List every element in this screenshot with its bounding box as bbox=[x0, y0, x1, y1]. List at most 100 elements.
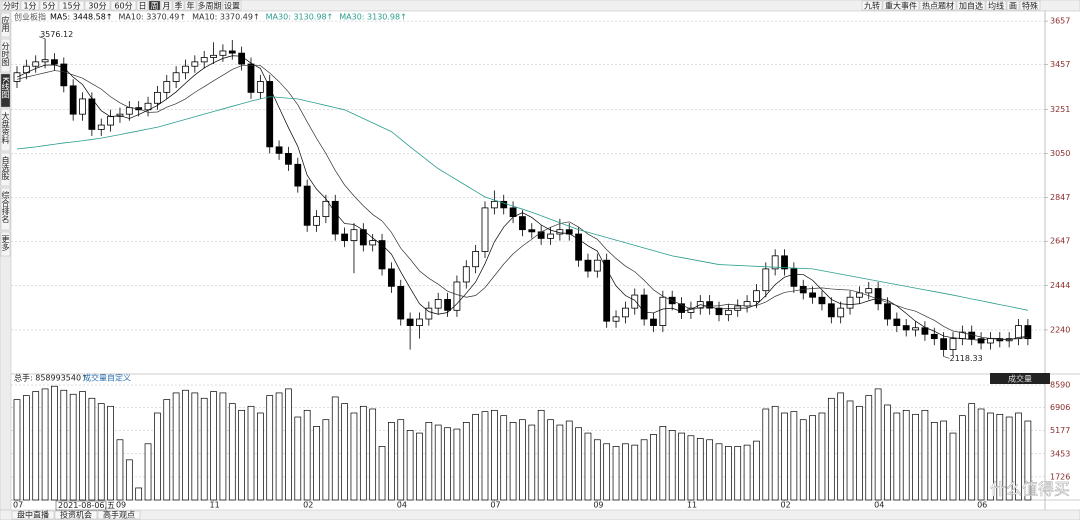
candle-body bbox=[313, 216, 320, 226]
sidebar-tab-bg[interactable] bbox=[0, 73, 11, 108]
sidebar-tab[interactable]: K线图 bbox=[1, 77, 10, 99]
volume-bar bbox=[846, 400, 854, 501]
sidebar-tab[interactable]: 综合排名 bbox=[1, 190, 10, 224]
candle-body bbox=[715, 307, 723, 316]
tool-button-bg[interactable] bbox=[882, 0, 920, 11]
period-tab-bg[interactable] bbox=[184, 0, 197, 11]
period-tab-bg[interactable] bbox=[110, 0, 137, 11]
sidebar-tab-bg[interactable] bbox=[0, 187, 11, 231]
tool-button[interactable]: 画 bbox=[1009, 2, 1017, 11]
sidebar-tab[interactable]: 应用 bbox=[1, 15, 10, 33]
period-tab[interactable]: 5分 bbox=[42, 2, 55, 11]
bottom-tab[interactable]: 高手观点 bbox=[103, 510, 135, 520]
tool-button[interactable]: 加自选 bbox=[959, 1, 983, 11]
bottom-tab[interactable]: 盘中直播 bbox=[17, 510, 49, 520]
period-tab-bg[interactable] bbox=[172, 0, 185, 11]
period-tab[interactable]: 日 bbox=[139, 2, 147, 11]
tool-button-bg[interactable] bbox=[985, 0, 1007, 11]
period-tab-bg[interactable] bbox=[196, 0, 223, 11]
candle-body bbox=[1024, 325, 1032, 340]
candle-body bbox=[153, 91, 161, 104]
period-tab-bg[interactable] bbox=[1, 0, 21, 11]
candle-body bbox=[547, 233, 554, 239]
period-tab-bg[interactable] bbox=[20, 0, 40, 11]
period-tab-bg[interactable] bbox=[39, 0, 59, 11]
period-tab[interactable]: 1分 bbox=[23, 2, 36, 11]
volume-bar bbox=[977, 408, 985, 501]
x-tick-label: 11 bbox=[687, 501, 697, 510]
volume-bar bbox=[565, 420, 573, 501]
annotation-leader bbox=[943, 356, 950, 359]
period-tab[interactable]: 周 bbox=[151, 2, 159, 11]
period-tab-bg[interactable] bbox=[222, 0, 242, 11]
x-tick-label: 06 bbox=[977, 501, 987, 510]
volume-bar bbox=[912, 413, 919, 501]
tool-button[interactable]: 九转 bbox=[864, 1, 880, 11]
x-tick-label: 09 bbox=[116, 501, 126, 510]
candle-body bbox=[247, 63, 255, 93]
period-tab[interactable]: 多周期 bbox=[198, 1, 222, 11]
tool-button-bg[interactable] bbox=[1019, 0, 1041, 11]
volume-bar bbox=[874, 388, 882, 501]
sidebar-tab-bg[interactable] bbox=[0, 108, 11, 152]
volume-bar bbox=[987, 412, 994, 501]
tool-button-bg[interactable] bbox=[861, 0, 883, 11]
tool-button[interactable]: 热点题材 bbox=[922, 1, 954, 11]
candle-body bbox=[612, 316, 620, 322]
tool-button[interactable]: 特殊 bbox=[1022, 1, 1038, 11]
period-tab-bg[interactable] bbox=[84, 0, 111, 11]
candle-body bbox=[191, 61, 199, 67]
volume-tick-label: 8590 bbox=[1050, 381, 1070, 390]
bottom-tab[interactable]: 投资机会 bbox=[60, 510, 92, 520]
volume-bar bbox=[687, 435, 695, 501]
sidebar-tab[interactable]: 大盘资料 bbox=[1, 111, 10, 145]
period-tab[interactable]: 设置 bbox=[224, 1, 240, 11]
period-tab[interactable]: 分时 bbox=[3, 1, 19, 11]
volume-bar bbox=[743, 444, 751, 501]
bottom-tab-bg[interactable] bbox=[54, 510, 98, 520]
ma-indicator: MA10: 3370.49↑ bbox=[119, 13, 187, 22]
period-tab[interactable]: 月 bbox=[163, 2, 171, 11]
period-tab[interactable]: 60分 bbox=[114, 2, 132, 11]
y-tick-label: 2647 bbox=[1050, 237, 1070, 246]
candle-body bbox=[51, 59, 58, 65]
period-tab[interactable]: 30分 bbox=[88, 2, 106, 11]
candle-body bbox=[753, 290, 760, 303]
period-tab[interactable]: 15分 bbox=[62, 2, 80, 11]
period-tab[interactable]: 季 bbox=[175, 1, 183, 11]
sidebar-tab-bg[interactable] bbox=[0, 38, 11, 73]
bottom-bar bbox=[0, 509, 1080, 520]
volume-bar bbox=[341, 403, 348, 501]
tool-button-bg[interactable] bbox=[956, 0, 986, 11]
sidebar-tab-bg[interactable] bbox=[0, 12, 11, 38]
sidebar-tab[interactable]: 分时图 bbox=[1, 42, 10, 67]
period-tab-bg[interactable] bbox=[136, 0, 149, 11]
bottom-tab-bg[interactable] bbox=[11, 510, 55, 520]
volume-bar bbox=[88, 397, 96, 501]
tool-button-bg[interactable] bbox=[919, 0, 957, 11]
period-tab-bg[interactable] bbox=[148, 0, 161, 11]
period-tab[interactable]: 年 bbox=[187, 1, 195, 11]
candle-body bbox=[584, 259, 592, 272]
sidebar-tab[interactable]: 更多 bbox=[1, 235, 10, 252]
tool-button[interactable]: 重大事件 bbox=[885, 1, 917, 11]
candle-body bbox=[809, 292, 816, 298]
volume-bar bbox=[434, 424, 442, 501]
sidebar-tab[interactable]: 自选股 bbox=[1, 155, 10, 181]
volume-dropdown-label[interactable]: 成交量 bbox=[1008, 374, 1032, 384]
volume-dropdown[interactable] bbox=[990, 373, 1050, 384]
period-tab-bg[interactable] bbox=[160, 0, 173, 11]
candle-body bbox=[827, 303, 835, 318]
volume-bar bbox=[827, 397, 835, 501]
sidebar-tab-bg[interactable] bbox=[0, 231, 11, 257]
sidebar-tab-bg[interactable] bbox=[0, 152, 11, 187]
period-tab-bg[interactable] bbox=[58, 0, 85, 11]
candle-body bbox=[125, 107, 133, 115]
bottom-tab-bg[interactable] bbox=[97, 510, 141, 520]
high-annotation: 3576.12 bbox=[40, 30, 73, 39]
tool-button-bg[interactable] bbox=[1006, 0, 1020, 11]
volume-bar bbox=[416, 432, 423, 501]
tool-button[interactable]: 均线 bbox=[988, 1, 1004, 11]
volume-custom[interactable]: 成交量自定义 bbox=[83, 373, 131, 383]
volume-bar bbox=[509, 422, 517, 501]
